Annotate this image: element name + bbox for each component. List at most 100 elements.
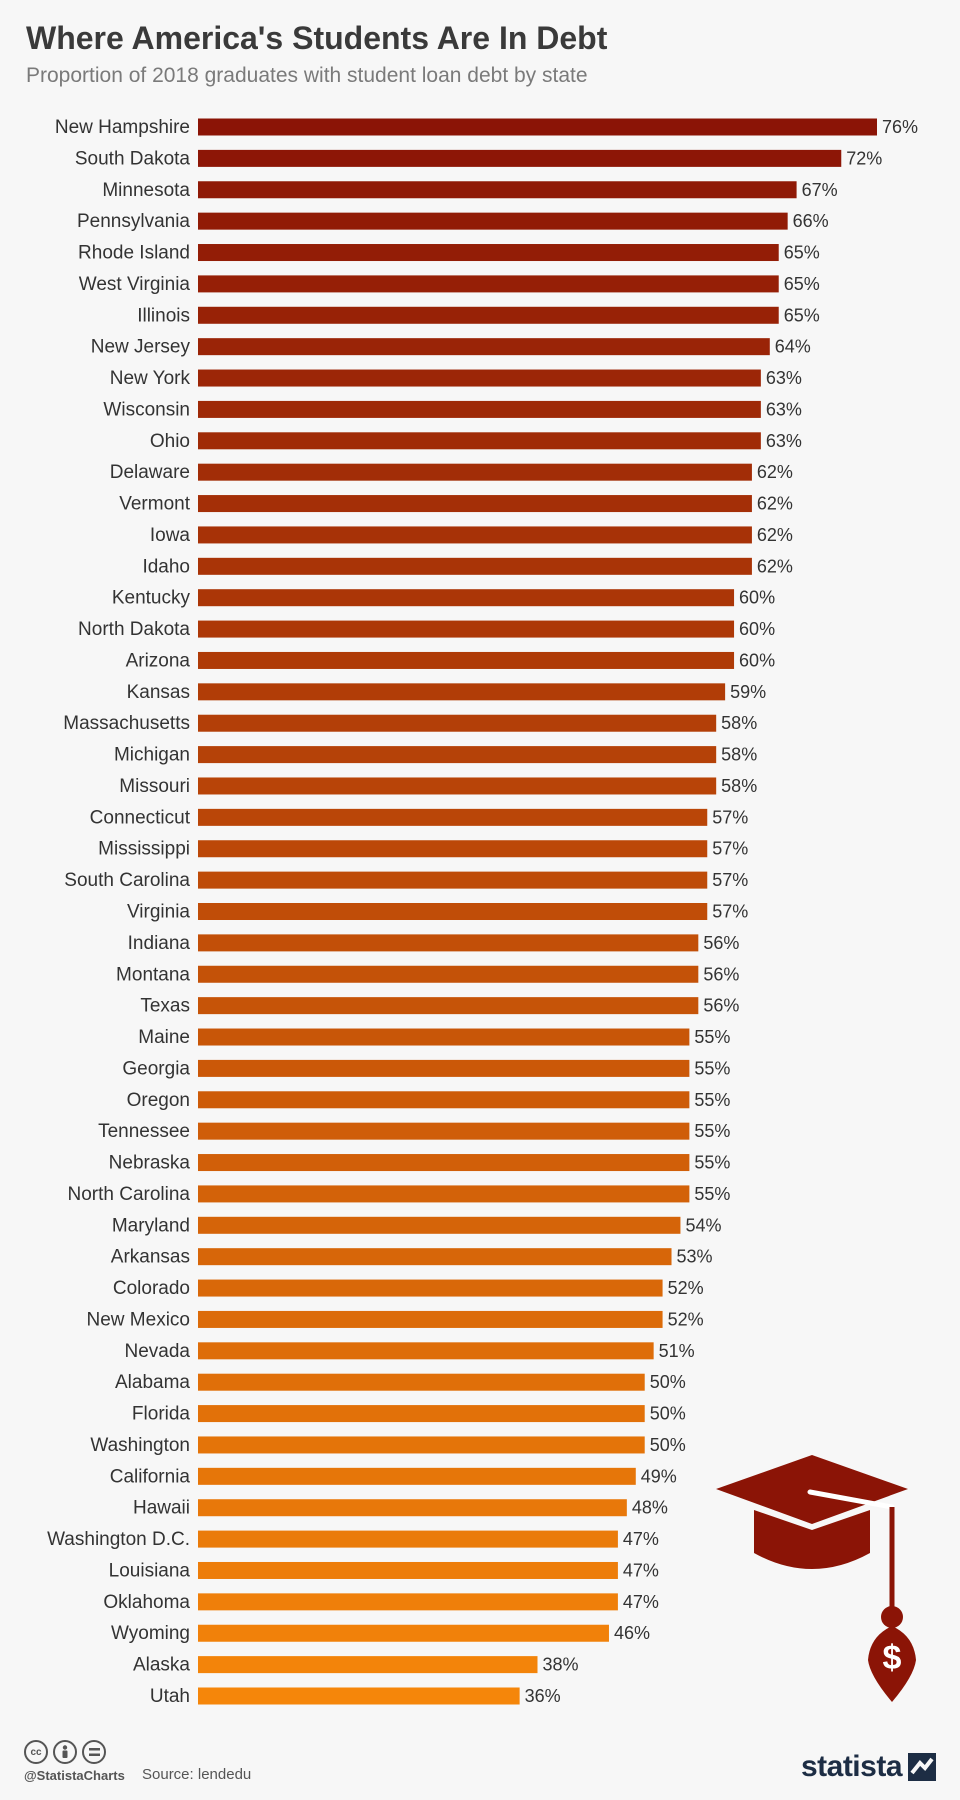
value-label: 57% [712,902,748,922]
value-label: 55% [694,1058,730,1078]
category-label: New Mexico [87,1309,190,1330]
category-label: Hawaii [133,1498,190,1519]
bar [198,149,842,167]
category-label: Montana [116,964,190,985]
bar [198,1091,690,1109]
value-label: 49% [641,1466,677,1486]
bar [198,1279,663,1297]
bar [198,275,779,293]
bar [198,1216,681,1234]
bar [198,181,797,199]
bar [198,432,761,450]
value-label: 55% [694,1153,730,1173]
value-label: 36% [525,1686,561,1706]
value-label: 56% [703,933,739,953]
bar [198,620,735,638]
bar [198,1467,636,1485]
value-label: 51% [659,1341,695,1361]
category-label: Idaho [142,556,190,577]
value-label: 64% [775,337,811,357]
statista-logo-icon [908,1753,936,1781]
value-label: 52% [668,1309,704,1329]
category-label: Michigan [114,745,190,766]
bar [198,212,788,230]
category-label: Rhode Island [78,243,190,264]
bar [198,1436,645,1454]
value-label: 55% [694,1121,730,1141]
category-label: Wisconsin [103,399,190,420]
bar [198,1656,538,1674]
bar [198,1310,663,1328]
value-label: 57% [712,839,748,859]
category-label: Minnesota [102,180,190,201]
category-label: South Carolina [64,870,190,891]
category-label: New Hampshire [55,117,190,138]
bar [198,369,761,387]
category-label: Tennessee [98,1121,190,1142]
statista-logo: statista [801,1750,936,1784]
dollar-sign-icon: $ [868,1626,916,1702]
bars-layer: New Hampshire 76% South Dakota 72% Minnesota… [47,117,918,1707]
value-label: 58% [721,776,757,796]
category-label: South Dakota [75,148,191,169]
bar [198,495,752,513]
bar [198,1624,609,1642]
bar [198,651,735,669]
value-label: 63% [766,399,802,419]
bar [198,1248,672,1266]
value-label: 58% [721,713,757,733]
category-label: Alabama [115,1372,190,1393]
value-label: 55% [694,1184,730,1204]
bar [198,1687,520,1705]
category-label: Indiana [128,933,191,954]
chart-subtitle: Proportion of 2018 graduates with studen… [26,64,588,87]
value-label: 76% [882,117,918,137]
svg-text:$: $ [883,1639,902,1677]
bar [198,714,717,732]
category-label: Florida [132,1404,191,1425]
value-label: 67% [802,180,838,200]
twitter-handle[interactable]: @StatistaCharts [24,1768,125,1783]
category-label: Massachusetts [63,713,190,734]
category-label: Pennsylvania [77,211,190,232]
bar [198,118,877,136]
category-label: Wyoming [111,1623,190,1644]
category-label: Iowa [150,525,191,546]
category-label: Illinois [137,305,190,326]
category-label: North Carolina [68,1184,191,1205]
value-label: 50% [650,1372,686,1392]
bar [198,808,708,826]
value-label: 46% [614,1623,650,1643]
bar [198,1405,645,1423]
category-label: Arkansas [111,1247,190,1268]
value-label: 55% [694,1027,730,1047]
creative-commons-icon: cc [24,1740,48,1764]
bar [198,965,699,983]
value-label: 50% [650,1435,686,1455]
category-label: California [110,1466,191,1487]
value-label: 66% [793,211,829,231]
category-label: Kansas [127,682,190,703]
value-label: 48% [632,1498,668,1518]
bar [198,526,752,544]
category-label: Oregon [127,1090,190,1111]
bar [198,1530,618,1548]
bar [198,1373,645,1391]
bar [198,934,699,952]
category-label: Texas [140,996,190,1017]
value-label: 62% [757,494,793,514]
bar [198,1561,618,1579]
category-label: Connecticut [90,807,191,828]
bar [198,1342,654,1360]
category-label: West Virginia [79,274,191,295]
bar [198,777,717,795]
category-label: Arizona [126,650,191,671]
value-label: 65% [784,274,820,294]
value-label: 62% [757,462,793,482]
value-label: 59% [730,682,766,702]
bar [198,997,699,1015]
category-label: Mississippi [98,839,190,860]
category-label: Washington D.C. [47,1529,190,1550]
category-label: Maine [138,1027,190,1048]
value-label: 38% [543,1655,579,1675]
